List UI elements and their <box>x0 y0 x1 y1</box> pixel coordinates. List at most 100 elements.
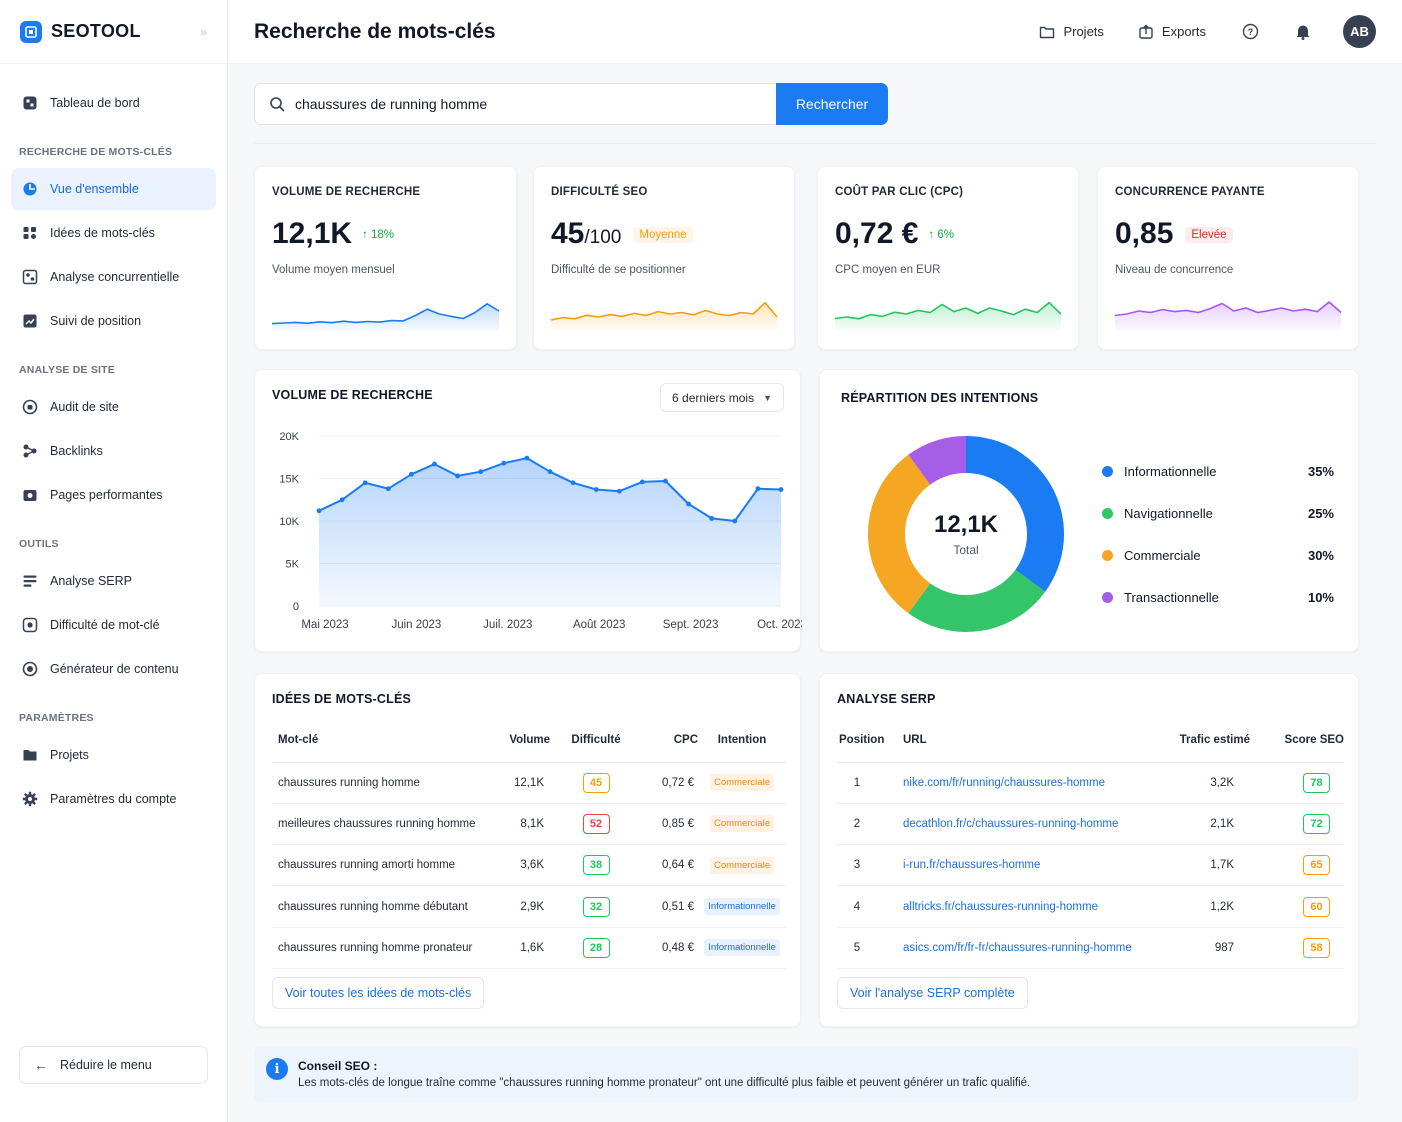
position-cell: 4 <box>837 885 885 928</box>
data-point <box>409 471 414 477</box>
view-serp-button[interactable]: Voir l'analyse SERP complète <box>837 977 1028 1009</box>
sidebar-item-label: Suivi de position <box>50 314 142 328</box>
tip-title: Conseil SEO : <box>298 1059 378 1073</box>
column-header[interactable]: Score SEO <box>1250 718 1344 763</box>
sidebar-item-content[interactable]: Générateur de contenu <box>11 648 216 690</box>
table-row[interactable]: chaussures running amorti homme 3,6K 38 0,6… <box>272 844 786 887</box>
volume-chart-card: VOLUME DE RECHERCHE 6 derniers mois ▼ 0 5… <box>254 369 802 652</box>
seo-tip: i Conseil SEO : Les mots-clés de longue … <box>254 1047 1358 1102</box>
sidebar-item-lightbulb[interactable]: Idées de mots-clés <box>11 212 216 254</box>
column-header[interactable]: Volume <box>496 718 554 763</box>
legend-item: Informationnelle 35% <box>1102 450 1334 492</box>
sidebar-item-folder[interactable]: Projets <box>11 734 216 776</box>
avatar[interactable]: AB <box>1343 15 1376 48</box>
bell-icon[interactable] <box>1295 23 1311 40</box>
sidebar-item-dashboard[interactable]: Tableau de bord <box>11 82 216 124</box>
table-row[interactable]: 4 alltricks.fr/chaussures-running-homme 1,… <box>837 885 1344 928</box>
legend-percent: 35% <box>1307 463 1334 479</box>
data-point <box>316 508 322 514</box>
serp-url-link[interactable]: asics.com/fr/fr-fr/chaussures-running-ho… <box>903 941 1132 954</box>
data-point <box>524 455 530 461</box>
column-header[interactable]: Intention <box>698 718 786 763</box>
sidebar-item-gear[interactable]: Paramètres du compte <box>11 778 216 820</box>
serp-url-link[interactable]: nike.com/fr/running/chaussures-homme <box>903 776 1105 789</box>
cpc-cell: 0,48 € <box>638 927 698 969</box>
sidebar-item-label: Générateur de contenu <box>50 662 179 676</box>
column-header[interactable]: Trafic estimé <box>1150 718 1250 763</box>
traffic-cell: 1,7K <box>1150 844 1250 887</box>
collapse-chevron-icon[interactable]: » <box>200 24 207 39</box>
target-icon <box>20 616 39 635</box>
legend-percent: 10% <box>1307 589 1334 605</box>
column-header[interactable]: Position <box>837 718 885 763</box>
column-header[interactable]: URL <box>885 718 1150 763</box>
y-tick-label: 5K <box>286 559 300 571</box>
intent-cell: Informationnelle <box>698 885 786 928</box>
serp-title: ANALYSE SERP <box>837 692 936 706</box>
serp-url-link[interactable]: alltricks.fr/chaussures-running-homme <box>903 900 1098 913</box>
sparkline-line <box>551 301 777 321</box>
position-cell: 2 <box>837 803 885 846</box>
table-row[interactable]: 5 asics.com/fr/fr-fr/chaussures-running-h… <box>837 927 1344 969</box>
volume-cell: 12,1K <box>496 762 554 804</box>
position-cell: 5 <box>837 927 885 969</box>
sidebar-item-users[interactable]: Analyse concurrentielle <box>11 256 216 298</box>
column-header[interactable]: CPC <box>638 718 698 763</box>
table-row[interactable]: chaussures running homme pronateur 1,6K 28… <box>272 927 786 969</box>
sidebar-item-trending[interactable]: Suivi de position <box>11 300 216 342</box>
donut-center-value: 12,1K <box>934 511 999 538</box>
nav-section-title: OUTILS <box>19 538 59 550</box>
reduce-menu-button[interactable]: ← Réduire le menu <box>19 1046 208 1084</box>
keyword-ideas-table: Mot-clé Volume Difficulté CPC Intention chaus… <box>272 718 786 969</box>
sidebar-item-label: Projets <box>50 748 89 762</box>
table-row[interactable]: 1 nike.com/fr/running/chaussures-homme 3,2… <box>837 762 1344 804</box>
serp-table: Position URL Trafic estimé Score SEO 1 nike.c… <box>837 718 1344 969</box>
intent-badge: Commerciale <box>710 774 774 792</box>
column-header[interactable]: Difficulté <box>554 718 638 763</box>
donut-slice-transactionnelle <box>908 436 966 485</box>
intent-cell: Commerciale <box>698 762 786 804</box>
projects-button[interactable]: Projets <box>1039 24 1104 39</box>
serp-url-link[interactable]: i-run.fr/chaussures-homme <box>903 859 1041 872</box>
sidebar-item-audit[interactable]: Audit de site <box>11 386 216 428</box>
users-icon <box>20 268 39 287</box>
search-icon <box>270 97 285 112</box>
y-tick-label: 10K <box>279 516 299 528</box>
x-tick-label: Juil. 2023 <box>483 619 532 631</box>
sidebar-item-pages[interactable]: Pages performantes <box>11 474 216 516</box>
metric-subtitle: Volume moyen mensuel <box>272 264 395 276</box>
sidebar-item-list[interactable]: Analyse SERP <box>11 560 216 602</box>
table-row[interactable]: chaussures running homme débutant 2,9K 32 0… <box>272 885 786 928</box>
table-row[interactable]: 3 i-run.fr/chaussures-homme 1,7K 65 <box>837 844 1344 887</box>
period-select[interactable]: 6 derniers mois ▼ <box>660 383 784 412</box>
intent-cell: Commerciale <box>698 844 786 887</box>
exports-button[interactable]: Exports <box>1138 24 1206 40</box>
table-row[interactable]: meilleures chaussures running homme 8,1K 5… <box>272 803 786 846</box>
brand[interactable]: SEOTOOL » <box>0 0 227 64</box>
score-cell: 78 <box>1250 762 1344 804</box>
volume-area-chart: 0 5K 10K 15K 20K Mai 2023 Juin 2023 Juil. 2023 A… <box>279 431 802 631</box>
legend-dot <box>1102 507 1113 519</box>
exports-label: Exports <box>1161 24 1206 39</box>
view-all-keywords-button[interactable]: Voir toutes les idées de mots-clés <box>272 977 485 1009</box>
sparkline-line <box>835 301 1061 320</box>
column-header[interactable]: Mot-clé <box>272 718 496 763</box>
legend-label: Commerciale <box>1124 547 1201 563</box>
table-row[interactable]: chaussures running homme 12,1K 45 0,72 € Com… <box>272 762 786 804</box>
search-input[interactable] <box>295 96 735 112</box>
url-cell: alltricks.fr/chaussures-running-homme <box>885 885 1150 928</box>
sidebar-item-label: Vue d'ensemble <box>50 182 139 196</box>
search-button[interactable]: Rechercher <box>776 83 888 125</box>
intent-badge: Commerciale <box>710 815 774 833</box>
metric-number: 0,72 € <box>835 217 919 250</box>
traffic-cell: 2,1K <box>1150 803 1250 846</box>
sidebar-item-link[interactable]: Backlinks <box>11 430 216 472</box>
data-point <box>547 469 553 475</box>
table-row[interactable]: 2 decathlon.fr/c/chaussures-running-homme… <box>837 803 1344 846</box>
sidebar-item-chart-pie[interactable]: Vue d'ensemble <box>11 168 216 210</box>
help-icon[interactable]: ? <box>1242 23 1259 40</box>
pages-icon <box>20 486 39 505</box>
serp-url-link[interactable]: decathlon.fr/c/chaussures-running-homme <box>903 817 1119 830</box>
sidebar-item-target[interactable]: Difficulté de mot-clé <box>11 604 216 646</box>
legend-dot <box>1102 549 1113 561</box>
